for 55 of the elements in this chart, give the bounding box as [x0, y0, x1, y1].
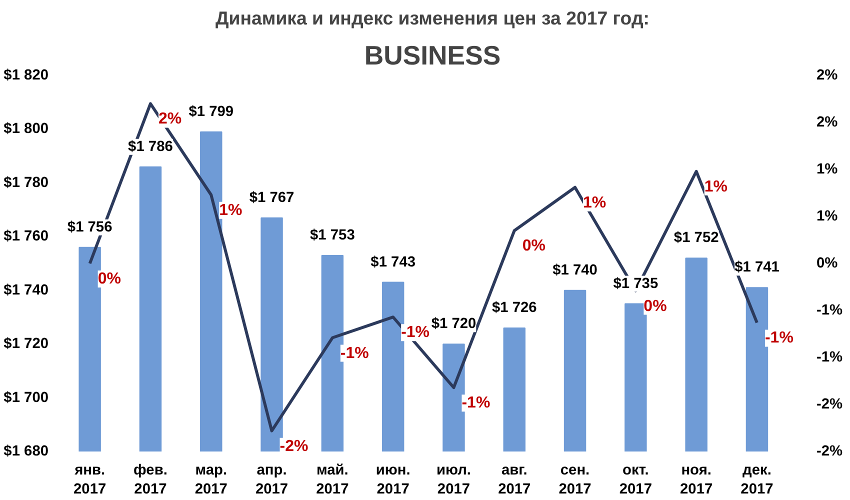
data-label: -1%: [764, 330, 794, 347]
x-tick-label: сен. 2017: [558, 462, 592, 498]
data-label: $1 720: [431, 316, 476, 332]
x-tick-label: апр. 2017: [255, 462, 288, 498]
data-label: 0%: [644, 298, 667, 315]
data-label: -1%: [401, 324, 430, 342]
data-label: -1%: [340, 344, 369, 362]
chart-subtitle: BUSINESS: [364, 40, 501, 70]
y2-tick-label: 1%: [816, 162, 838, 178]
data-label: $1 767: [249, 190, 294, 206]
y-tick-label: $1 680: [4, 444, 48, 460]
y2-tick-label: -1%: [816, 302, 843, 318]
y-tick-label: $1 800: [4, 121, 48, 138]
chart-title: Динамика и индекс изменения цен за 2017 год:: [215, 8, 650, 28]
data-label: $1 741: [734, 260, 780, 276]
data-label: -2%: [280, 438, 308, 455]
x-tick-label: ноя. 2017: [680, 462, 713, 498]
x-tick-label: май. 2017: [316, 462, 349, 498]
y-tick-label: $1 780: [4, 174, 48, 191]
x-tick-label: янв. 2017: [74, 462, 106, 498]
x-tick-label: авг. 2017: [498, 462, 531, 498]
data-label: -1%: [462, 394, 490, 412]
data-label: 1%: [704, 178, 728, 196]
data-label: $1 752: [674, 230, 719, 246]
data-label: 1%: [583, 194, 606, 212]
y-tick-label: $1 740: [4, 282, 48, 298]
data-label: $1 786: [128, 138, 173, 155]
y2-tick-label: -2%: [816, 396, 843, 412]
data-label: 2%: [158, 110, 182, 128]
data-label: 0%: [98, 270, 121, 288]
x-tick-label: июн. 2017: [376, 462, 410, 498]
data-label: $1 753: [310, 227, 355, 244]
y2-tick-label: 0%: [816, 256, 838, 272]
data-label: $1 743: [370, 254, 416, 270]
data-label: $1 726: [492, 300, 537, 316]
y2-tick-label: 2%: [816, 68, 838, 84]
x-tick-label: фев. 2017: [134, 462, 168, 498]
y2-tick-label: -1%: [816, 350, 843, 366]
x-tick-label: мар. 2017: [194, 462, 228, 498]
data-label: $1 756: [67, 219, 112, 236]
data-label: $1 735: [613, 276, 658, 292]
data-label: 1%: [219, 202, 242, 219]
data-label: $1 740: [552, 262, 598, 278]
y2-tick-label: 1%: [816, 208, 838, 224]
y-tick-label: $1 700: [4, 390, 48, 406]
y-tick-label: $1 820: [4, 68, 48, 84]
y2-tick-label: 2%: [816, 114, 838, 130]
y-tick-label: $1 760: [4, 228, 48, 245]
x-tick-label: дек. 2017: [740, 462, 774, 498]
x-tick-label: окт. 2017: [619, 462, 652, 498]
data-label: 0%: [522, 238, 546, 255]
y2-tick-label: -2%: [816, 444, 843, 460]
y-tick-label: $1 720: [4, 336, 48, 352]
data-label: $1 799: [188, 104, 234, 120]
x-tick-label: июл. 2017: [436, 462, 472, 498]
